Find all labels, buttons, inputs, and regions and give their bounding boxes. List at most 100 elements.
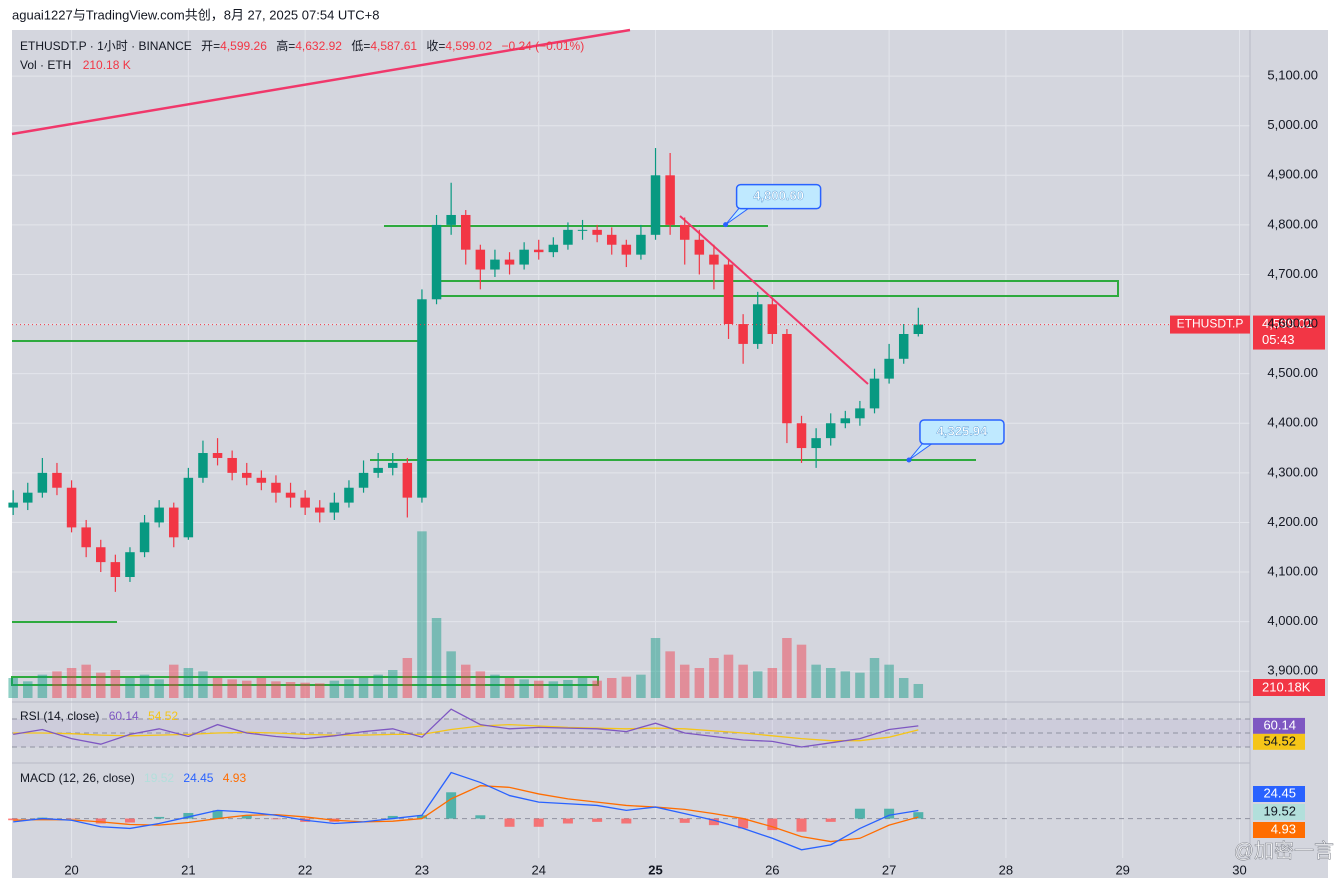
volume-bar — [490, 674, 500, 698]
x-tick-label: 22 — [298, 862, 312, 877]
histogram-bar — [913, 812, 924, 819]
histogram-bar — [154, 816, 165, 819]
volume-bar — [66, 668, 77, 698]
x-tick-label: 29 — [1115, 862, 1129, 877]
y-tick-label: 5,000.00 — [1267, 117, 1318, 132]
volume-bar — [271, 681, 281, 698]
volume-bar — [694, 668, 705, 698]
candle-body — [636, 234, 646, 255]
candle-body — [431, 224, 442, 300]
candle-body — [387, 462, 398, 468]
legend-value: 4,587.61 — [370, 39, 417, 53]
candle-body — [855, 408, 865, 419]
watermark: @加密一言 — [1234, 839, 1334, 862]
volume-bar — [825, 668, 836, 698]
candle-body — [154, 507, 164, 523]
rsi_ma-tag-label: 54.52 — [1263, 733, 1296, 748]
legend-label: 开= — [201, 39, 220, 53]
legend-change: −0.24 (−0.01%) — [501, 39, 584, 53]
rsi_ma-line — [13, 723, 919, 742]
volume-value: 210.18 K — [83, 58, 131, 72]
candle-body — [256, 477, 267, 483]
histogram-bar — [8, 818, 19, 821]
rsi-tag — [1253, 717, 1305, 734]
histogram-bar — [533, 818, 544, 827]
volume-bar — [358, 678, 369, 698]
volume-bar — [533, 680, 544, 698]
y-tick-label: 4,800.00 — [1267, 216, 1318, 231]
volume-tag-label: 210.18K — [1262, 679, 1311, 694]
candle-body — [694, 239, 705, 255]
symbol-tag — [1170, 315, 1250, 334]
volume-bar — [855, 672, 865, 698]
candle-body — [825, 423, 836, 439]
histogram-bar — [884, 808, 895, 819]
volume-bar — [738, 664, 748, 698]
candle-body — [300, 497, 310, 508]
volume-bar — [621, 676, 632, 698]
signal-line — [13, 785, 919, 843]
volume-bar — [285, 682, 296, 698]
countdown: 05:43 — [1262, 332, 1295, 347]
histogram-bar — [562, 818, 573, 824]
candle-body — [198, 453, 208, 478]
candle-body — [752, 304, 763, 344]
candle-body — [402, 462, 413, 498]
y-tick-label: 4,100.00 — [1267, 563, 1318, 578]
histogram-bar — [504, 818, 515, 827]
volume-bar — [329, 680, 340, 698]
candle-body — [869, 378, 880, 409]
volume-bar — [125, 678, 135, 698]
volume-bar — [242, 680, 252, 698]
volume-bar — [606, 678, 617, 698]
x-tick-label: 26 — [765, 862, 779, 877]
candle-body — [898, 333, 909, 359]
rsi-title: RSI (14, close) — [20, 709, 99, 723]
candle-body — [66, 487, 77, 528]
volume-bar — [227, 679, 237, 698]
legend: ETHUSDT.P · 1小时 · BINANCE 开=4,599.26 高=4… — [20, 38, 584, 53]
volume-bar — [154, 679, 164, 698]
candle-body — [621, 244, 632, 255]
volume-bar — [723, 654, 734, 698]
callout-anchor — [906, 457, 912, 463]
volume-bar — [913, 683, 924, 698]
candle-body — [884, 358, 894, 379]
callout-anchor — [723, 222, 729, 228]
x-tick-label: 27 — [882, 862, 896, 877]
volume-bar — [373, 674, 383, 698]
legend-label: 收= — [426, 39, 445, 53]
trend-line — [11, 28, 631, 136]
callout-label: 4,325.94 — [937, 423, 988, 438]
candle-body — [417, 299, 427, 498]
histogram-bar — [446, 792, 457, 819]
symbol-tag-label: ETHUSDT.P — [1177, 317, 1244, 331]
volume-bar — [636, 674, 646, 698]
macd-line — [13, 771, 919, 851]
histogram-bar — [621, 818, 632, 824]
volume-bar — [592, 680, 602, 698]
volume-bar — [446, 651, 456, 698]
callout-box — [735, 183, 822, 210]
candle-body — [285, 492, 296, 498]
histogram-bar — [241, 815, 252, 819]
signal-tag — [1253, 822, 1305, 838]
candle-body — [446, 214, 456, 225]
volume-bar — [183, 668, 194, 698]
x-tick-label: 30 — [1232, 862, 1246, 877]
y-tick-label: 5,100.00 — [1267, 68, 1318, 83]
histogram-bar — [183, 812, 194, 819]
legend-label: 低= — [351, 39, 370, 53]
macd-legend: MACD (12, 26, close) 19.52 24.45 4.93 — [20, 771, 246, 785]
candle-body — [344, 487, 354, 503]
volume-bar — [344, 679, 354, 698]
candle-body — [373, 467, 383, 473]
volume-bar — [577, 678, 588, 698]
volume-bar — [431, 618, 442, 698]
histogram-bar — [708, 818, 719, 826]
y-tick-label: 4,400.00 — [1267, 415, 1318, 430]
x-tick-label: 21 — [181, 862, 195, 877]
volume-bar — [752, 671, 763, 698]
